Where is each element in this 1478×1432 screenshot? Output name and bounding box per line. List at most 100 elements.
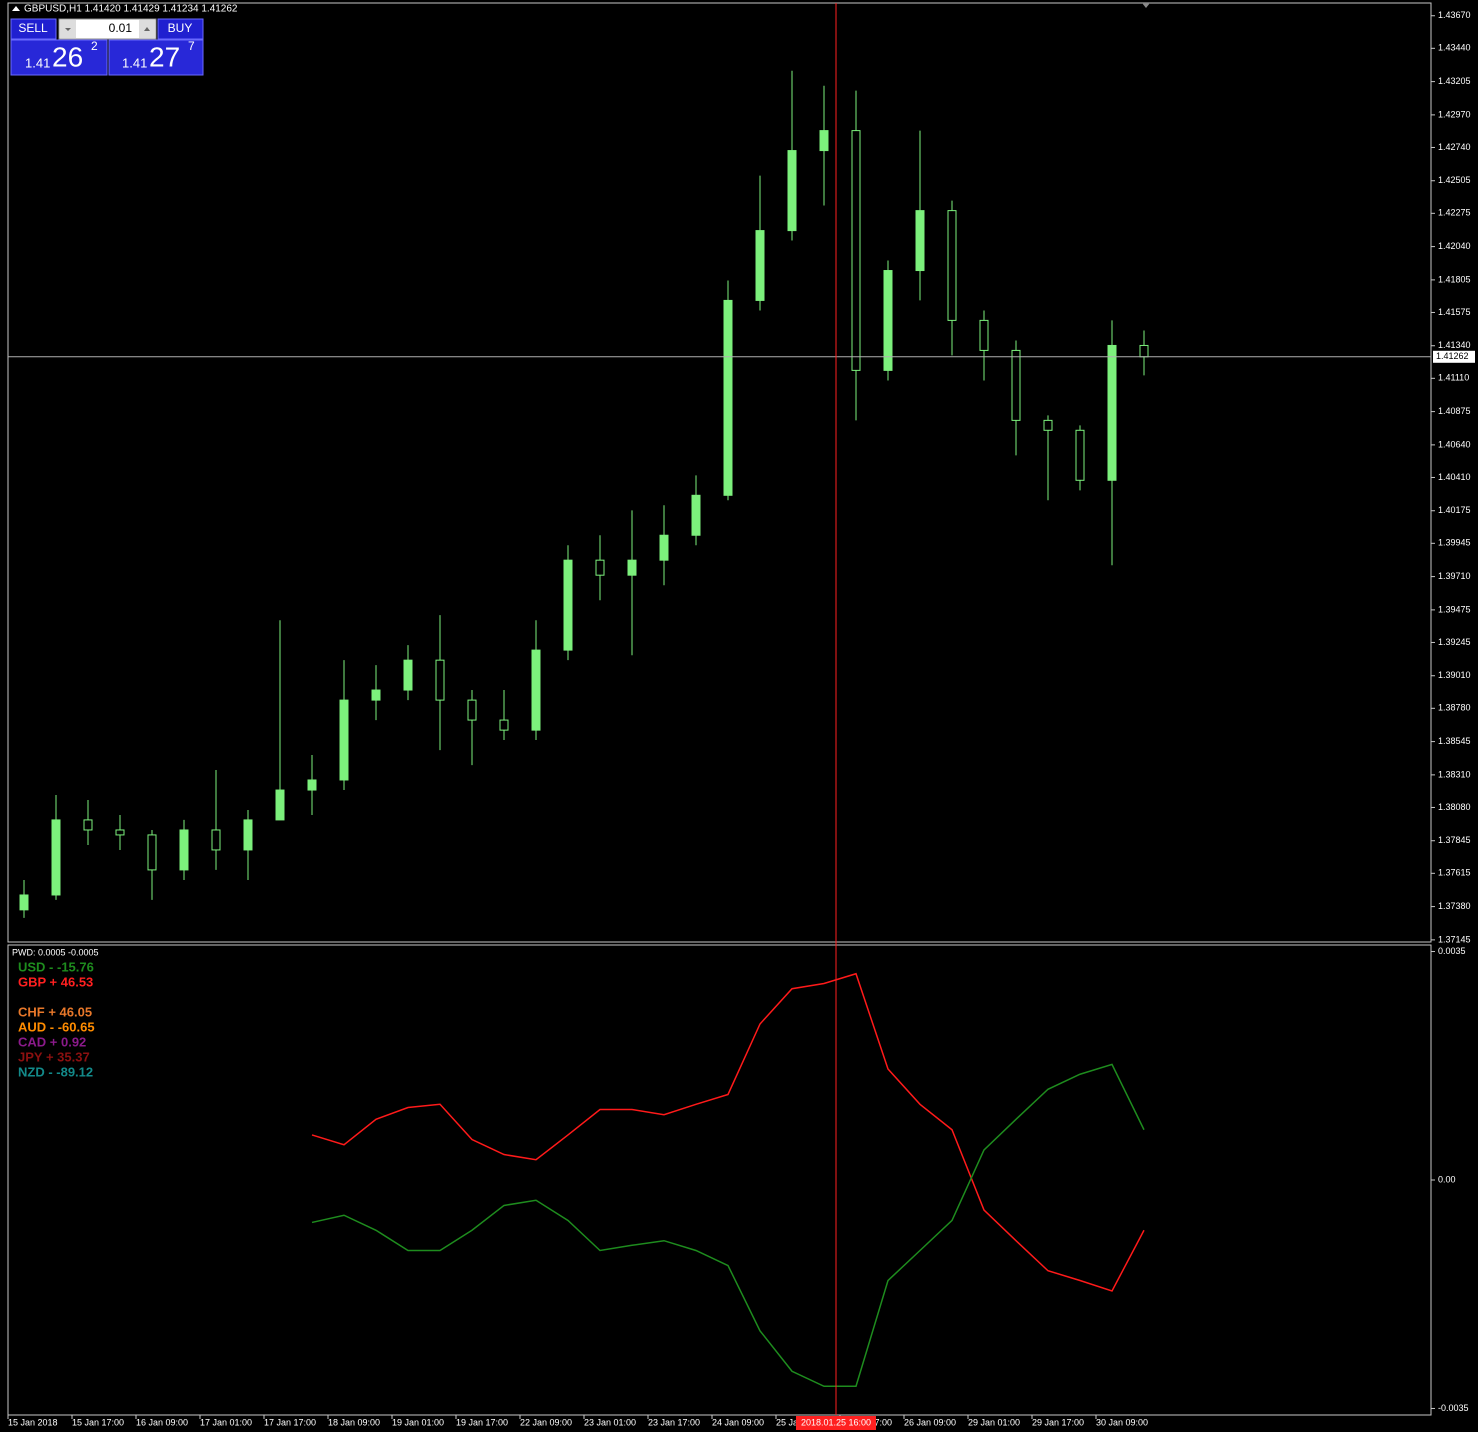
x-tick-label: 23 Jan 01:00 — [584, 1417, 636, 1427]
candle-body — [1011, 349, 1021, 421]
y-tick-label: 1.42275 — [1438, 208, 1471, 218]
ask-prefix: 1.41 — [122, 55, 147, 70]
y-tick-label: 1.40410 — [1438, 472, 1471, 482]
candle-body — [1107, 344, 1117, 481]
candle-body — [211, 829, 221, 851]
candle-body — [659, 534, 669, 561]
y-tick-label: 1.37145 — [1438, 934, 1471, 944]
y-tick-label: 1.39475 — [1438, 604, 1471, 614]
y-tick-label: 1.39010 — [1438, 670, 1471, 680]
currency-strength: CAD + 0.92 — [18, 1034, 86, 1049]
candle-body — [435, 659, 445, 701]
candle-body — [83, 819, 93, 831]
y-tick-label: 1.39245 — [1438, 637, 1471, 647]
candle-body — [1043, 419, 1053, 431]
y-tick-label: 1.39945 — [1438, 538, 1471, 548]
ask-box[interactable] — [108, 39, 204, 76]
sell-button[interactable] — [10, 18, 57, 40]
y-tick-label: 1.41340 — [1438, 340, 1471, 350]
x-tick-label: 22 Jan 09:00 — [520, 1417, 572, 1427]
currency-strength: AUD - -60.65 — [18, 1019, 95, 1034]
bid-box[interactable] — [10, 39, 108, 76]
ask-big: 27 — [149, 41, 180, 72]
y-tick-label: 1.43205 — [1438, 76, 1471, 86]
bid-small: 2 — [91, 39, 98, 53]
candle-body — [979, 319, 989, 351]
buy-button[interactable] — [157, 18, 204, 40]
candle-body — [339, 699, 349, 781]
candle-body — [691, 494, 701, 536]
crosshair-box — [796, 1416, 876, 1430]
candle-body — [307, 779, 317, 791]
candle-body — [19, 894, 29, 911]
bid-big: 26 — [52, 41, 83, 72]
buy-label: BUY — [168, 21, 193, 35]
candle-body — [179, 829, 189, 871]
candle-body — [947, 210, 957, 321]
y-tick-label: 1.39710 — [1438, 571, 1471, 581]
y-tick-label: 1.42970 — [1438, 109, 1471, 119]
indicator-line — [311, 972, 1145, 1292]
x-tick-label: 23 Jan 17:00 — [648, 1417, 700, 1427]
candle-body — [115, 829, 125, 836]
x-tick-label: 17 Jan 17:00 — [264, 1417, 316, 1427]
candle-body — [531, 649, 541, 731]
y-tick-label: 1.41805 — [1438, 274, 1471, 284]
x-tick-label: 15 Jan 17:00 — [72, 1417, 124, 1427]
x-tick-label: 15 Jan 2018 — [8, 1417, 58, 1427]
last-price-box — [1433, 350, 1475, 363]
sell-label: SELL — [18, 21, 48, 35]
candle-body — [755, 230, 765, 301]
candle-body — [819, 130, 829, 152]
y-tick-label: 1.40875 — [1438, 406, 1471, 416]
x-tick-label: 17 Jan 01:00 — [200, 1417, 252, 1427]
candle-body — [499, 719, 509, 731]
one-click-panel: SELL 0.01 BUY 1.41 26 2 1.41 27 7 — [10, 18, 204, 76]
candle-body — [371, 689, 381, 701]
y-tick-label: 1.37845 — [1438, 835, 1471, 845]
candle-body — [147, 834, 157, 871]
x-tick-label: 29 Jan 01:00 — [968, 1417, 1020, 1427]
y-tick-label: 1.37380 — [1438, 901, 1471, 911]
y-tick-label: 0.00 — [1438, 1174, 1456, 1184]
candle-body — [595, 559, 605, 576]
up-arrow — [144, 27, 150, 31]
indicator-title: PWD: 0.0005 -0.0005 — [12, 947, 99, 957]
y-tick-label: 1.42505 — [1438, 175, 1471, 185]
candle-body — [467, 699, 477, 721]
x-tick-label: 18 Jan 09:00 — [328, 1417, 380, 1427]
candle-body — [563, 559, 573, 651]
y-tick-label: 1.43440 — [1438, 43, 1471, 53]
ask-small: 7 — [188, 39, 195, 53]
y-tick-label: 1.37615 — [1438, 868, 1471, 878]
candle-body — [51, 819, 61, 896]
y-tick-label: 1.42740 — [1438, 142, 1471, 152]
candle-body — [787, 150, 797, 232]
currency-strength: CHF + 46.05 — [18, 1004, 92, 1019]
candle-body — [627, 559, 637, 576]
y-tick-label: 1.42040 — [1438, 241, 1471, 251]
price-panel-frame — [7, 2, 1432, 943]
y-tick-label: 0.0035 — [1438, 946, 1466, 956]
collapse-icon[interactable] — [12, 6, 20, 11]
candle-body — [723, 299, 733, 496]
x-tick-label: 24 Jan 09:00 — [712, 1417, 764, 1427]
down-arrow — [65, 28, 71, 31]
currency-strength: GBP + 46.53 — [18, 974, 93, 989]
candle-body — [243, 819, 253, 851]
bid-prefix: 1.41 — [25, 55, 50, 70]
candle-body — [883, 270, 893, 371]
candle-body — [915, 210, 925, 272]
y-tick-label: 1.38080 — [1438, 802, 1471, 812]
x-tick-label: 19 Jan 17:00 — [456, 1417, 508, 1427]
volume-box[interactable] — [58, 18, 157, 40]
x-tick-label: 16 Jan 09:00 — [136, 1417, 188, 1427]
x-tick-label: 19 Jan 01:00 — [392, 1417, 444, 1427]
currency-strength: USD - -15.76 — [18, 959, 94, 974]
candle-body — [275, 789, 285, 821]
candle-body — [851, 130, 861, 371]
currency-strength: NZD - -89.12 — [18, 1064, 93, 1079]
y-tick-label: 1.43670 — [1438, 10, 1471, 20]
